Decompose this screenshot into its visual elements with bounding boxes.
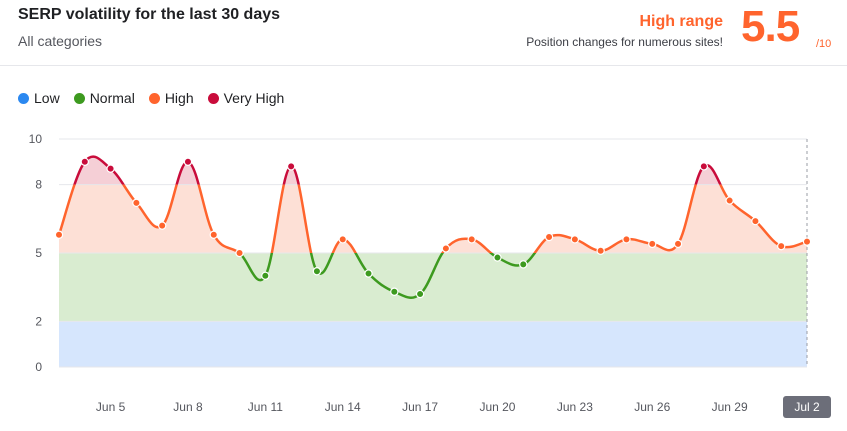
x-tick-active-bg <box>783 396 831 418</box>
data-point <box>261 271 270 280</box>
x-tick-label: Jun 8 <box>173 400 203 414</box>
data-point <box>235 248 244 258</box>
data-point <box>364 269 373 278</box>
x-tick-label: Jun 23 <box>557 400 593 414</box>
legend-item-normal[interactable]: Normal <box>73 90 135 106</box>
data-point <box>286 162 296 171</box>
x-tick-label: Jun 5 <box>96 400 126 414</box>
x-tick-label: Jun 26 <box>634 400 670 414</box>
header: SERP volatility for the last 30 days All… <box>0 0 847 66</box>
band-high <box>59 184 807 253</box>
legend-label-normal: Normal <box>89 90 135 106</box>
band-low <box>59 321 807 367</box>
legend: Low Normal High Very High <box>18 90 284 106</box>
data-point <box>80 157 89 166</box>
legend-dot-very-high <box>207 92 219 104</box>
x-tick-label: Jun 17 <box>402 400 438 414</box>
legend-item-high[interactable]: High <box>148 90 194 106</box>
data-point <box>132 198 141 208</box>
band-normal <box>59 253 807 322</box>
y-tick-label: 8 <box>35 178 42 192</box>
data-point <box>519 260 528 269</box>
x-tick-label: Jun 14 <box>325 400 361 414</box>
data-point <box>312 267 322 276</box>
volatility-score-max: /10 <box>816 38 832 50</box>
data-point <box>54 230 64 239</box>
data-point <box>777 241 786 251</box>
legend-label-very-high: Very High <box>223 90 285 106</box>
x-tick-label-active: Jul 2 <box>794 400 820 414</box>
category-selector[interactable]: All categories <box>18 33 103 49</box>
range-label: High range <box>639 13 723 30</box>
data-point <box>699 162 709 171</box>
legend-dot-low <box>18 92 29 104</box>
data-point <box>390 287 399 296</box>
data-point <box>596 246 605 255</box>
data-point <box>570 235 580 244</box>
legend-item-low[interactable]: Low <box>18 90 60 106</box>
data-point <box>622 235 631 244</box>
data-point <box>802 237 812 246</box>
legend-dot-high <box>148 92 160 104</box>
data-point <box>725 196 734 205</box>
x-tick-label: Jun 11 <box>248 400 283 414</box>
data-point <box>106 164 115 173</box>
data-point <box>209 230 218 239</box>
x-tick-label: Jun 29 <box>712 400 748 414</box>
range-description: Position changes for numerous sites! <box>526 35 723 49</box>
data-point <box>157 221 167 230</box>
data-point <box>648 239 657 249</box>
legend-label-low: Low <box>34 90 60 106</box>
y-tick-label: 2 <box>35 314 42 328</box>
legend-dot-normal <box>73 92 85 104</box>
data-point <box>493 253 502 262</box>
band-very-high <box>59 156 807 185</box>
data-point <box>415 289 425 299</box>
data-point <box>673 239 683 249</box>
legend-label-high: High <box>164 90 194 106</box>
volatility-score: 5.5 <box>741 2 800 51</box>
data-point <box>441 244 451 253</box>
data-point <box>544 232 554 242</box>
y-tick-label: 10 <box>29 132 43 146</box>
x-tick-label: Jun 20 <box>479 400 515 414</box>
data-point <box>751 216 760 226</box>
volatility-chart[interactable]: 0 2 5 8 10 Jun 5 Jun 8 Jun 11 Jun 14 Jun 17 Jun 20… <box>0 120 847 431</box>
data-point <box>183 157 193 166</box>
data-point <box>338 235 347 244</box>
y-tick-label: 5 <box>35 246 42 260</box>
legend-item-very-high[interactable]: Very High <box>207 90 285 106</box>
chart-title: SERP volatility for the last 30 days <box>18 6 281 23</box>
y-tick-label: 0 <box>35 360 42 374</box>
data-point <box>467 235 476 244</box>
